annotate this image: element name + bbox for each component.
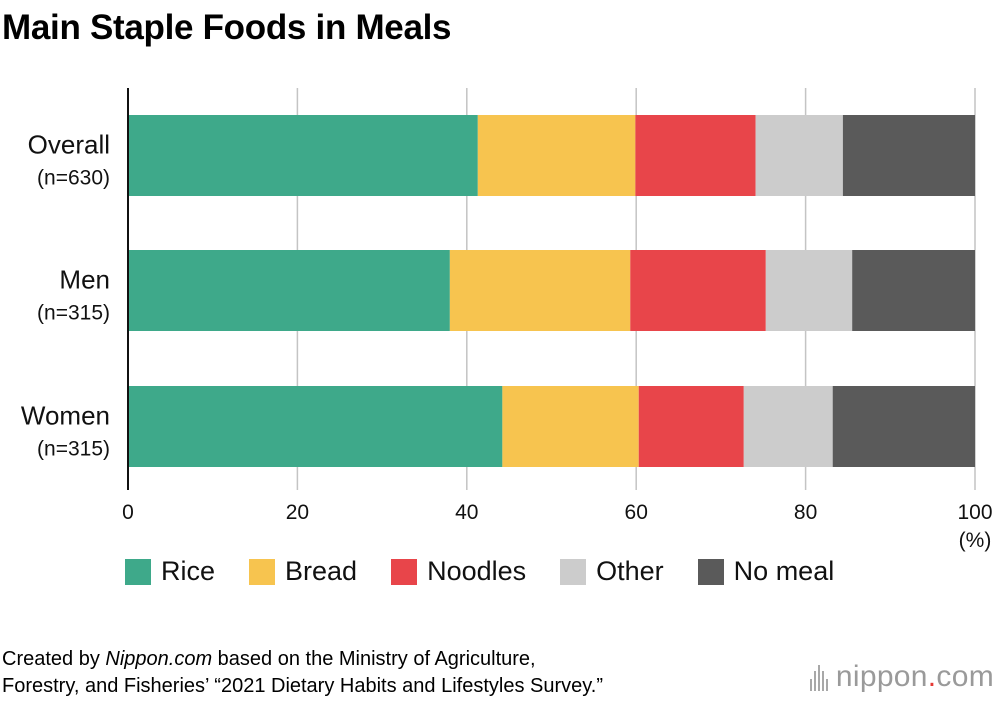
bar-overall-noodles: [635, 115, 756, 196]
bar-women-other: [743, 386, 833, 467]
legend-swatch-noodles: [391, 558, 418, 585]
legend-label-other: Other: [596, 556, 664, 586]
x-axis-unit: (%): [959, 529, 992, 552]
x-tick-label-20: 20: [286, 501, 309, 524]
logo-wordmark: nippon.com: [835, 660, 994, 693]
bar-women-no-meal: [832, 386, 975, 467]
x-tick-label-80: 80: [794, 501, 817, 524]
legend-item-other: Other: [560, 556, 664, 587]
category-n-men: (n=315): [37, 302, 110, 325]
nippon-logo: nippon.com: [809, 660, 994, 694]
bar-men-noodles: [630, 250, 766, 331]
x-tick-label-0: 0: [122, 501, 134, 524]
source-line-2: Forestry, and Fisheries’ “2021 Dietary H…: [2, 675, 603, 697]
source-note: Created by Nippon.com based on the Minis…: [2, 646, 603, 700]
legend-swatch-bread: [249, 558, 276, 585]
category-label-women: Women: [21, 401, 110, 431]
legend-label-bread: Bread: [285, 556, 358, 586]
bar-men-no-meal: [852, 250, 975, 331]
source-line-1: Created by Nippon.com based on the Minis…: [2, 648, 536, 670]
legend-item-no-meal: No meal: [697, 556, 835, 587]
chart-title: Main Staple Foods in Meals: [2, 8, 452, 47]
bar-overall-rice: [128, 115, 478, 196]
legend-label-rice: Rice: [161, 556, 216, 586]
legend-item-rice: Rice: [125, 556, 215, 587]
bar-men-rice: [128, 250, 450, 331]
bar-women-noodles: [638, 386, 744, 467]
bar-women-rice: [128, 386, 503, 467]
legend-swatch-other: [560, 558, 587, 585]
stacked-bar-chart: Overall (n=630) Men (n=315) Women (n=315) 0 20 4…: [21, 88, 993, 552]
legend-label-noodles: Noodles: [427, 556, 527, 586]
x-tick-label-40: 40: [455, 501, 478, 524]
category-n-women: (n=315): [37, 438, 110, 461]
category-label-men: Men: [59, 265, 110, 295]
legend-swatch-no-meal: [697, 558, 724, 585]
bar-overall-other: [755, 115, 843, 196]
bar-men-bread: [449, 250, 631, 331]
legend-label-no-meal: No meal: [733, 556, 835, 586]
bar-overall-no-meal: [842, 115, 975, 196]
legend: Rice Bread Noodles Other No meal: [125, 556, 868, 587]
bar-overall-bread: [477, 115, 636, 196]
x-tick-label-60: 60: [625, 501, 648, 524]
logo-bars-icon: [809, 663, 830, 691]
source-site: Nippon.com: [105, 648, 213, 670]
legend-swatch-rice: [125, 558, 151, 585]
legend-item-bread: Bread: [249, 556, 357, 587]
category-n-overall: (n=630): [37, 167, 110, 190]
category-label-overall: Overall: [28, 130, 110, 160]
bar-women-bread: [502, 386, 639, 467]
bar-men-other: [765, 250, 853, 331]
legend-item-noodles: Noodles: [391, 556, 526, 587]
x-tick-label-100: 100: [957, 501, 992, 524]
